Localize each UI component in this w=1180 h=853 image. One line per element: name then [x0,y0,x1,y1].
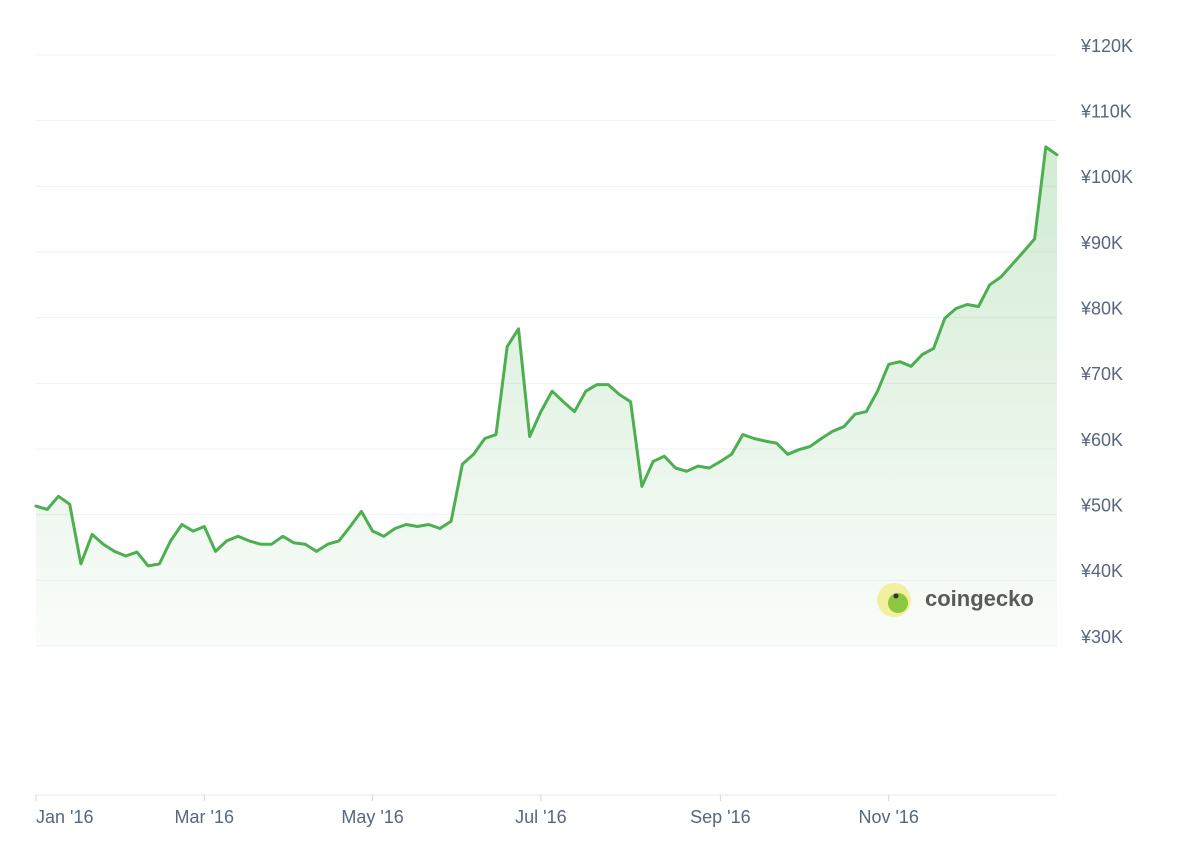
y-tick-label: ¥110K [1080,101,1132,121]
watermark-text: coingecko [925,586,1034,611]
x-tick-label: Sep '16 [690,807,751,827]
price-line [34,145,1059,568]
plot-area [34,145,1059,646]
y-tick-label: ¥120K [1080,36,1133,56]
y-tick-label: ¥70K [1080,364,1123,384]
y-tick-label: ¥30K [1080,627,1123,647]
price-area [36,146,1057,646]
y-tick-label: ¥80K [1080,298,1123,318]
y-tick-label: ¥100K [1080,167,1133,187]
y-tick-label: ¥50K [1080,495,1123,515]
x-tick-label: Mar '16 [175,807,234,827]
y-tick-label: ¥90K [1080,233,1123,253]
watermark-logo-eye [893,593,899,599]
x-tick-label: Jul '16 [515,807,566,827]
y-tick-label: ¥60K [1080,430,1123,450]
x-tick-label: May '16 [341,807,403,827]
y-tick-label: ¥40K [1080,561,1123,581]
watermark-logo-head [888,593,908,613]
watermark: coingecko [877,583,1034,617]
x-tick-label: Nov '16 [858,807,918,827]
x-tick-label: Jan '16 [36,807,93,827]
